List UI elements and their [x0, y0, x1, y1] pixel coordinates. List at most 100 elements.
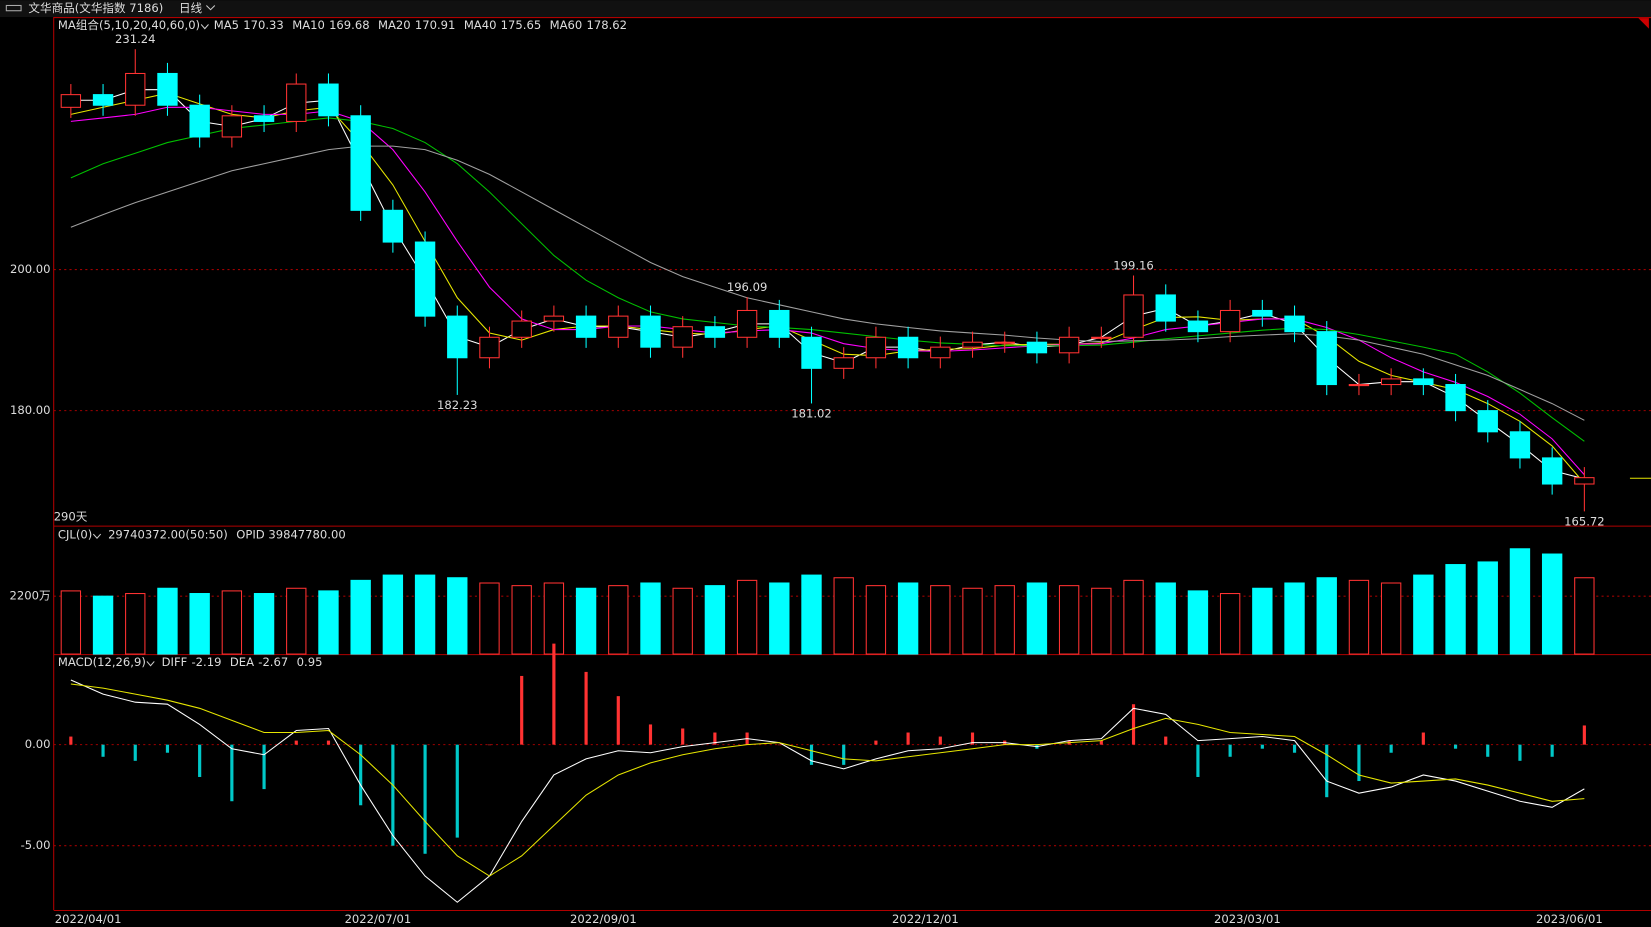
- period-selector[interactable]: 日线: [179, 1, 203, 15]
- low-label: 165.72: [1564, 514, 1605, 528]
- volume-bar: [608, 585, 629, 655]
- macd-bar: [326, 740, 331, 745]
- candle-body: [92, 94, 114, 106]
- macd-bar: [423, 744, 427, 854]
- volume-bar: [1316, 577, 1337, 655]
- macd-bar: [552, 643, 556, 745]
- candle-body: [897, 336, 919, 359]
- volume-bar: [414, 574, 436, 655]
- high-label: 199.16: [1113, 259, 1154, 273]
- macd-bar: [133, 744, 137, 761]
- volume-bar: [189, 593, 210, 655]
- macd-bar: [970, 732, 975, 745]
- macd-bar: [294, 740, 298, 745]
- link-icon[interactable]: [5, 4, 22, 12]
- candle-body: [157, 72, 178, 106]
- volume-bar: [92, 595, 114, 655]
- macd-bar: [681, 728, 685, 745]
- candle-body: [1284, 315, 1305, 333]
- volume-info: OPID 39847780.00: [236, 528, 345, 542]
- volume-bar: [1219, 593, 1241, 655]
- macd-bar: [809, 744, 814, 765]
- volume-bar: [1413, 574, 1434, 655]
- volume-tick-label: 2200万: [9, 589, 50, 603]
- candle-body: [962, 341, 983, 348]
- volume-bar: [1026, 582, 1048, 655]
- macd-line: [70, 683, 1585, 877]
- candle-body: [60, 94, 82, 108]
- x-tick-label: 2022/09/01: [570, 912, 637, 926]
- candle-body: [769, 309, 790, 338]
- macd-bar: [1389, 744, 1393, 753]
- candle-body: [221, 115, 243, 138]
- volume-bar: [1541, 553, 1563, 655]
- volume-bar: [930, 585, 951, 655]
- candle-body: [1091, 336, 1112, 339]
- candle-body: [575, 315, 597, 338]
- candle-body: [1445, 384, 1466, 412]
- volume-bar: [382, 574, 404, 655]
- volume-bar: [1058, 585, 1080, 655]
- candle-body: [382, 209, 404, 243]
- macd-bar: [1325, 744, 1329, 798]
- volume-title: CJL(0): [58, 528, 92, 542]
- volume-bar: [672, 587, 693, 655]
- macd-bar: [487, 744, 492, 746]
- volume-bar: [447, 577, 468, 655]
- macd-bar: [1357, 744, 1361, 782]
- candle-body: [1187, 320, 1209, 333]
- volume-bar: [865, 585, 887, 655]
- macd-bar: [1550, 744, 1554, 757]
- volume-bar: [253, 593, 275, 655]
- macd-legend-name: DEA: [230, 655, 254, 669]
- macd-bar: [1228, 744, 1232, 757]
- legend-name: MA40: [464, 18, 497, 32]
- legend-value: 175.65: [501, 18, 542, 32]
- macd-bar: [1518, 744, 1522, 761]
- volume-bar: [575, 587, 597, 655]
- volume-bar: [1477, 561, 1498, 655]
- candle-body: [1155, 294, 1176, 322]
- low-label: 181.02: [791, 406, 832, 420]
- volume-info: 29740372.00(50:50): [108, 528, 228, 542]
- candle-body: [511, 320, 532, 338]
- macd-legend-value: 0.95: [297, 655, 323, 669]
- macd-bar: [1196, 744, 1200, 777]
- volume-bar: [125, 593, 146, 655]
- macd-bar: [874, 740, 878, 745]
- volume-bar: [1284, 582, 1305, 655]
- macd-line: [70, 679, 1585, 903]
- candle-body: [1477, 410, 1498, 433]
- macd-tick-label: -5.00: [21, 838, 51, 852]
- candle-body: [704, 326, 726, 338]
- x-tick-label: 2023/03/01: [1214, 912, 1281, 926]
- volume-bar: [1574, 577, 1595, 655]
- macd-bar: [455, 744, 459, 838]
- candle-body: [350, 115, 371, 211]
- macd-bar: [1099, 740, 1103, 745]
- volume-bar: [350, 579, 371, 655]
- volume-bar: [511, 585, 532, 655]
- toolbar: [0, 0, 1651, 18]
- legend-value: 178.62: [586, 18, 627, 32]
- macd-tick-label: 0.00: [25, 737, 51, 751]
- macd-bar: [584, 671, 588, 745]
- volume-bar: [543, 582, 565, 655]
- instrument-title[interactable]: 文华商品(文华指数 7186): [28, 1, 163, 15]
- macd-bar: [1131, 704, 1136, 745]
- macd-bar: [777, 744, 781, 746]
- volume-bar: [157, 587, 178, 655]
- price-tick-label: 180.00: [10, 403, 51, 417]
- volume-bar: [1091, 587, 1112, 655]
- candle-body: [801, 336, 822, 369]
- dropdown-arrow[interactable]: [206, 5, 216, 11]
- candle-body: [447, 315, 468, 359]
- legend-name: MA20: [378, 18, 411, 32]
- candle-body: [189, 104, 210, 138]
- candle-body: [736, 309, 758, 338]
- candle-body: [833, 357, 854, 369]
- macd-bar: [1582, 725, 1586, 745]
- macd-bar: [520, 675, 524, 745]
- macd-bar: [616, 696, 620, 745]
- legend-name: MA60: [550, 18, 583, 32]
